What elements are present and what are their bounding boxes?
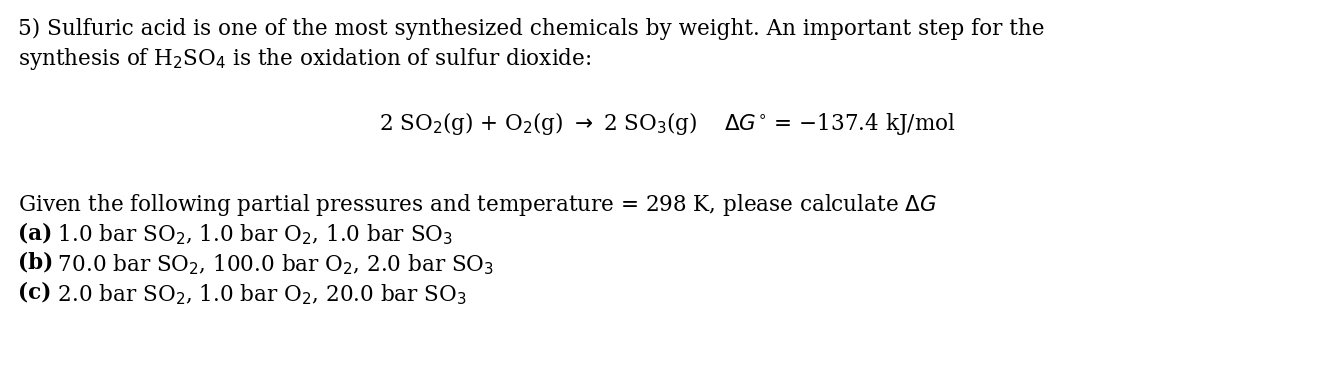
Text: (b): (b) bbox=[17, 252, 53, 274]
Text: 70.0 bar SO$_{2}$, 100.0 bar O$_{2}$, 2.0 bar SO$_{3}$: 70.0 bar SO$_{2}$, 100.0 bar O$_{2}$, 2.… bbox=[51, 252, 494, 277]
Text: (c): (c) bbox=[17, 282, 52, 304]
Text: 5) Sulfuric acid is one of the most synthesized chemicals by weight. An importan: 5) Sulfuric acid is one of the most synt… bbox=[17, 18, 1045, 40]
Text: 2 SO$_{2}$(g) + O$_{2}$(g) $\rightarrow$ 2 SO$_{3}$(g)    $\Delta G^{\circ}$ = −: 2 SO$_{2}$(g) + O$_{2}$(g) $\rightarrow$… bbox=[379, 110, 955, 137]
Text: 1.0 bar SO$_{2}$, 1.0 bar O$_{2}$, 1.0 bar SO$_{3}$: 1.0 bar SO$_{2}$, 1.0 bar O$_{2}$, 1.0 b… bbox=[51, 222, 454, 247]
Text: synthesis of H$_{2}$SO$_{4}$ is the oxidation of sulfur dioxide:: synthesis of H$_{2}$SO$_{4}$ is the oxid… bbox=[17, 46, 591, 72]
Text: (a): (a) bbox=[17, 222, 52, 244]
Text: Given the following partial pressures and temperature = 298 K, please calculate : Given the following partial pressures an… bbox=[17, 192, 936, 218]
Text: 2.0 bar SO$_{2}$, 1.0 bar O$_{2}$, 20.0 bar SO$_{3}$: 2.0 bar SO$_{2}$, 1.0 bar O$_{2}$, 20.0 … bbox=[51, 282, 467, 307]
